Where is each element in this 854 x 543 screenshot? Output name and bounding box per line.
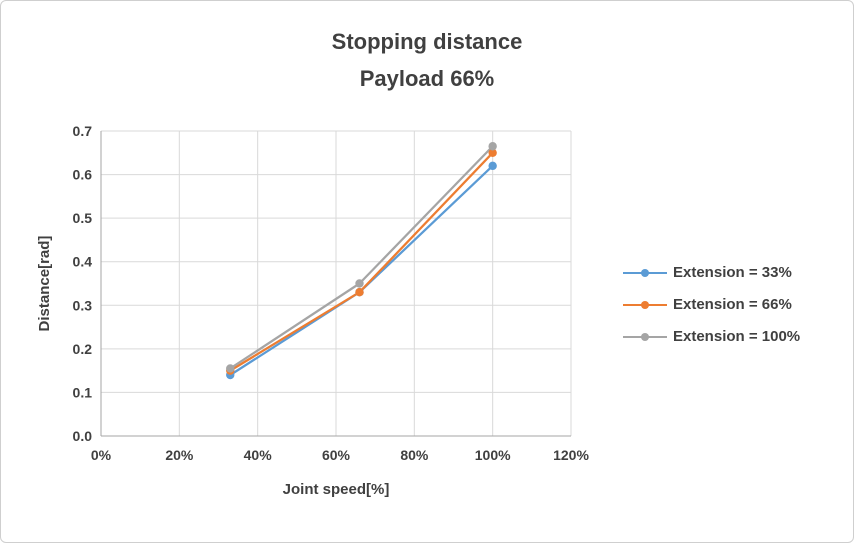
legend-marker-icon: [623, 300, 667, 310]
chart-title-line-1: Stopping distance: [331, 29, 523, 54]
x-tick-label: 120%: [553, 447, 589, 463]
y-tick-label: 0.0: [73, 428, 93, 444]
x-tick-label: 80%: [400, 447, 429, 463]
y-tick-label: 0.5: [73, 210, 93, 226]
legend: Extension = 33% Extension = 66% Extensio…: [623, 264, 800, 345]
y-tick-label: 0.4: [73, 254, 93, 270]
legend-item-extension-66[interactable]: Extension = 66%: [623, 296, 800, 313]
chart-title-line-2: Payload 66%: [359, 66, 495, 91]
x-axis-title: Joint speed[%]: [283, 481, 390, 498]
y-tick-label: 0.2: [73, 341, 93, 357]
y-tick-label: 0.1: [73, 384, 93, 400]
series-marker: [355, 279, 364, 288]
x-tick-label: 60%: [322, 447, 351, 463]
series-marker: [488, 142, 497, 151]
legend-marker-icon: [623, 268, 667, 278]
y-tick-label: 0.3: [73, 297, 93, 313]
x-tick-label: 0%: [91, 447, 112, 463]
y-axis-title: Distance[rad]: [36, 236, 53, 332]
legend-label: Extension = 66%: [673, 296, 792, 313]
y-tick-label: 0.7: [73, 123, 93, 139]
legend-label: Extension = 100%: [673, 328, 801, 345]
legend-item-extension-33[interactable]: Extension = 33%: [623, 264, 800, 281]
series-marker: [226, 364, 235, 373]
series-marker: [488, 148, 497, 157]
legend-item-extension-100[interactable]: Extension = 100%: [623, 328, 800, 345]
legend-marker-icon: [623, 332, 667, 342]
plot-area: 0% 20% 40% 60% 80% 100% 120% 0.0 0.1 0.2 0.3 0.4 0.5…: [36, 123, 589, 498]
series-marker: [355, 288, 364, 297]
x-tick-label: 40%: [244, 447, 273, 463]
chart-title: Stopping distance Payload 66%: [1, 23, 853, 97]
x-tick-label: 100%: [475, 447, 511, 463]
legend-label: Extension = 33%: [673, 264, 792, 281]
x-tick-label: 20%: [165, 447, 194, 463]
series-marker: [488, 161, 497, 171]
y-tick-label: 0.6: [73, 167, 93, 183]
series-line: [229, 145, 494, 370]
